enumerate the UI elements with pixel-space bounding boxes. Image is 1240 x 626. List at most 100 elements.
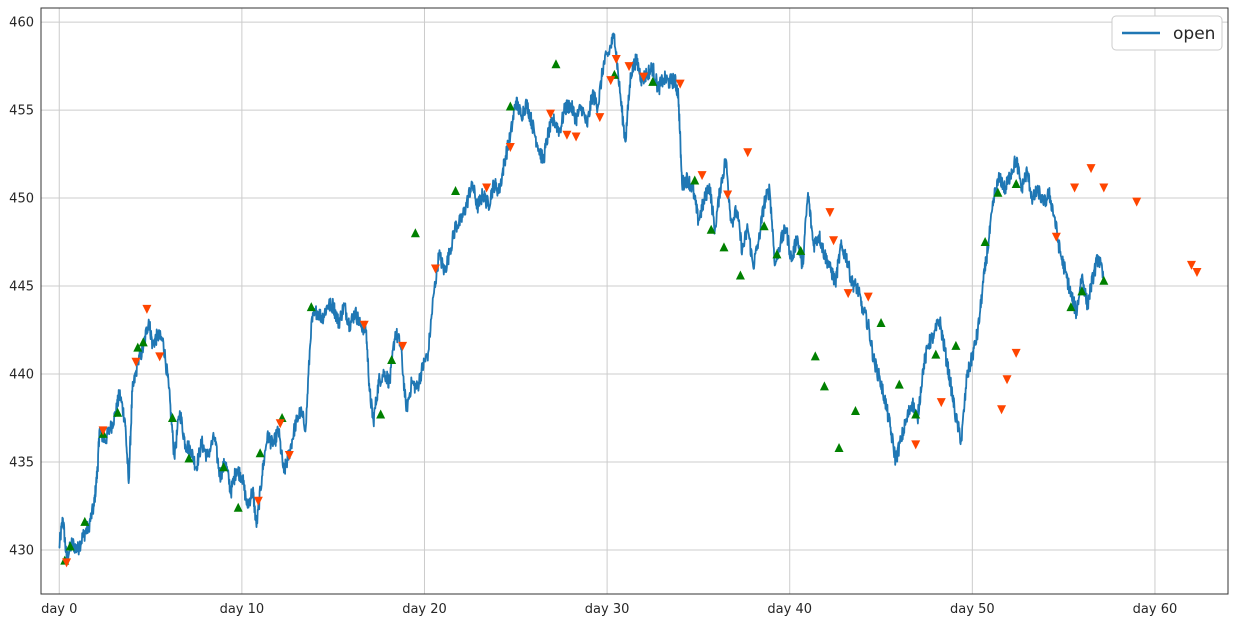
sell-marker bbox=[1051, 232, 1061, 242]
buy-markers bbox=[60, 59, 1109, 565]
sell-marker bbox=[62, 558, 72, 568]
legend-label-open: open bbox=[1173, 24, 1215, 44]
buy-marker bbox=[810, 351, 820, 361]
sell-marker bbox=[284, 450, 294, 460]
buy-marker bbox=[1011, 178, 1021, 188]
buy-marker bbox=[690, 175, 700, 185]
buy-marker bbox=[184, 453, 194, 463]
sell-markers bbox=[62, 55, 1202, 568]
buy-marker bbox=[772, 249, 782, 259]
y-tick-labels: 430 435 440 445 450 455 460 bbox=[9, 16, 34, 559]
sell-marker bbox=[359, 320, 369, 330]
sell-marker bbox=[1192, 267, 1202, 277]
buy-marker bbox=[993, 187, 1003, 197]
sell-marker bbox=[1186, 260, 1196, 270]
sell-marker bbox=[98, 426, 108, 436]
buy-marker bbox=[1099, 275, 1109, 285]
sell-marker bbox=[611, 55, 621, 65]
sell-marker bbox=[142, 304, 152, 314]
buy-marker bbox=[911, 409, 921, 419]
buy-marker bbox=[255, 448, 265, 458]
buy-marker bbox=[65, 541, 75, 551]
sell-marker bbox=[825, 208, 835, 218]
buy-marker bbox=[951, 340, 961, 350]
sell-marker bbox=[275, 419, 285, 429]
buy-marker bbox=[306, 302, 316, 312]
sell-marker bbox=[1132, 197, 1142, 207]
series-layer bbox=[58, 32, 1105, 562]
y-gridlines bbox=[41, 21, 1228, 551]
buy-marker bbox=[219, 462, 229, 472]
sell-marker bbox=[595, 113, 605, 123]
buy-marker bbox=[505, 101, 515, 111]
buy-marker bbox=[410, 228, 420, 238]
y-tick-label: 460 bbox=[9, 16, 34, 31]
buy-marker bbox=[876, 317, 886, 327]
buy-marker bbox=[233, 502, 243, 512]
sell-marker bbox=[1002, 375, 1012, 385]
legend: open bbox=[1111, 15, 1223, 51]
buy-marker bbox=[931, 349, 941, 359]
sell-marker bbox=[430, 264, 440, 274]
sell-marker bbox=[624, 62, 634, 72]
x-tick-label: day 40 bbox=[767, 602, 812, 617]
legend-box bbox=[1111, 15, 1223, 51]
sell-marker bbox=[1099, 183, 1109, 193]
sell-marker bbox=[911, 440, 921, 450]
buy-marker bbox=[706, 224, 716, 234]
sell-marker bbox=[1070, 183, 1080, 193]
sell-marker bbox=[131, 357, 141, 367]
sell-marker bbox=[562, 130, 572, 140]
buy-marker bbox=[167, 413, 177, 423]
x-tick-label: day 0 bbox=[41, 602, 77, 617]
buy-marker bbox=[138, 337, 148, 347]
sell-marker bbox=[398, 341, 408, 351]
buy-marker bbox=[796, 245, 806, 255]
buy-marker bbox=[648, 76, 658, 86]
buy-marker bbox=[759, 221, 769, 231]
sell-marker bbox=[997, 405, 1007, 415]
x-tick-label: day 50 bbox=[950, 602, 995, 617]
buy-marker bbox=[980, 237, 990, 247]
buy-marker bbox=[1066, 302, 1076, 312]
sell-marker bbox=[936, 398, 946, 408]
sell-marker bbox=[1086, 164, 1096, 174]
x-gridlines bbox=[58, 8, 1156, 594]
x-tick-label: day 10 bbox=[220, 602, 265, 617]
sell-marker bbox=[863, 292, 873, 302]
buy-marker bbox=[376, 409, 386, 419]
sell-marker bbox=[253, 496, 263, 506]
y-tick-label: 455 bbox=[9, 104, 34, 119]
buy-marker bbox=[133, 342, 143, 352]
buy-marker bbox=[551, 59, 561, 69]
sell-marker bbox=[743, 148, 753, 158]
y-tick-label: 440 bbox=[9, 368, 34, 383]
buy-marker bbox=[387, 354, 397, 364]
sell-marker bbox=[697, 171, 707, 181]
buy-marker bbox=[719, 242, 729, 252]
sell-marker bbox=[829, 236, 839, 246]
buy-marker bbox=[834, 442, 844, 452]
sell-marker bbox=[571, 132, 581, 142]
buy-marker bbox=[80, 516, 90, 526]
sell-marker bbox=[155, 352, 165, 362]
plot-frame bbox=[40, 7, 1229, 595]
x-tick-label: day 20 bbox=[402, 602, 447, 617]
sell-marker bbox=[505, 143, 515, 153]
series-line-open bbox=[58, 32, 1105, 562]
x-tick-labels: day 0 day 10 day 20 day 30 day 40 day 50 day 6… bbox=[41, 602, 1177, 617]
sell-marker bbox=[675, 79, 685, 89]
buy-marker bbox=[451, 186, 461, 196]
sell-marker bbox=[1011, 348, 1021, 358]
buy-marker bbox=[819, 381, 829, 391]
buy-marker bbox=[735, 270, 745, 280]
sell-marker bbox=[545, 109, 555, 119]
buy-marker bbox=[113, 407, 123, 417]
sell-marker bbox=[843, 289, 853, 299]
buy-marker bbox=[850, 405, 860, 415]
buy-marker bbox=[1077, 286, 1087, 296]
y-tick-label: 430 bbox=[9, 544, 34, 559]
x-tick-label: day 30 bbox=[585, 602, 630, 617]
